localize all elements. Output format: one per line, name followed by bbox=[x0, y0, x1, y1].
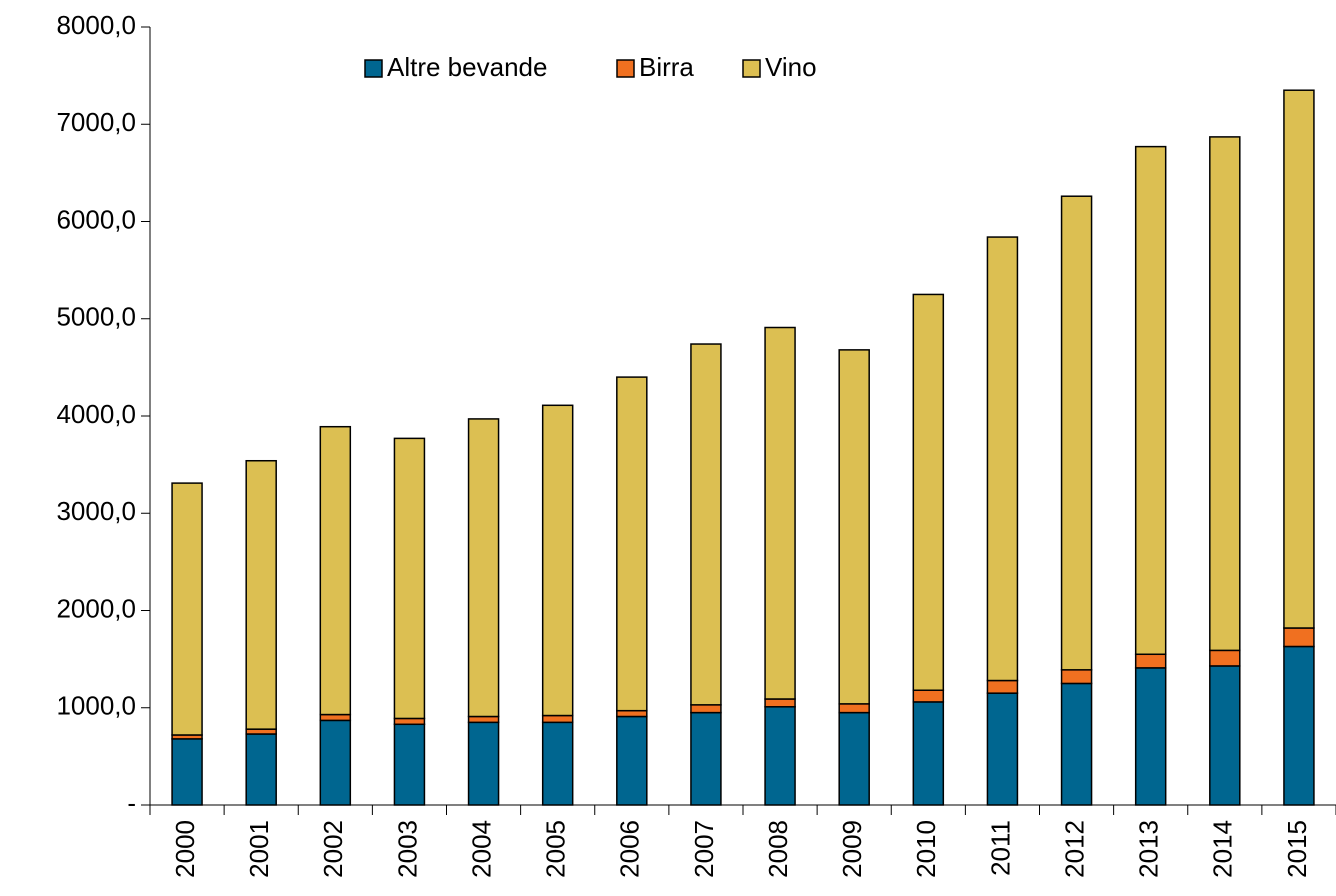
bar-segment bbox=[616, 709, 648, 718]
y-tick-label: 1000,0 bbox=[56, 691, 136, 721]
bar-segment bbox=[912, 293, 945, 691]
bar-segment bbox=[838, 711, 870, 806]
x-tick-label: 2013 bbox=[1134, 820, 1164, 878]
x-tick-label: 2014 bbox=[1208, 820, 1238, 878]
bar-segment bbox=[541, 404, 574, 717]
legend-label: Altre bevande bbox=[387, 52, 547, 82]
bar-segment bbox=[467, 418, 500, 718]
bar-segment bbox=[245, 459, 277, 730]
x-tick-label: 2001 bbox=[244, 820, 274, 878]
bar-segment bbox=[986, 679, 1019, 694]
y-tick-label: 3000,0 bbox=[56, 496, 136, 526]
bar-segment bbox=[393, 437, 426, 720]
y-tick-label: - bbox=[127, 788, 136, 818]
bar-segment bbox=[1060, 682, 1093, 806]
bar-segment bbox=[912, 689, 945, 703]
y-tick-label: 4000,0 bbox=[56, 399, 136, 429]
bar-segment bbox=[986, 236, 1019, 682]
x-tick-label: 2008 bbox=[763, 820, 793, 878]
bar-segment bbox=[393, 717, 426, 726]
bar-segment bbox=[171, 482, 203, 736]
x-tick-label: 2012 bbox=[1059, 820, 1089, 878]
x-tick-label: 2004 bbox=[466, 820, 496, 878]
x-tick-label: 2000 bbox=[170, 820, 200, 878]
bar-segment bbox=[838, 703, 870, 714]
bar-segment bbox=[616, 376, 648, 712]
bar-segment bbox=[1209, 665, 1241, 806]
bar-segment bbox=[393, 723, 426, 806]
bar-segment bbox=[690, 704, 722, 714]
bar-segment bbox=[245, 733, 277, 806]
bar-segment bbox=[319, 713, 352, 722]
bar-segment bbox=[1134, 667, 1167, 806]
x-tick-label: 2006 bbox=[615, 820, 645, 878]
bar-segment bbox=[541, 721, 574, 806]
bar-segment bbox=[1283, 89, 1315, 629]
bar-segment bbox=[690, 711, 722, 806]
bar-segment bbox=[764, 706, 796, 806]
bar-segment bbox=[616, 715, 648, 806]
y-tick-label: 2000,0 bbox=[56, 593, 136, 623]
legend-swatch bbox=[742, 59, 761, 78]
bar-segment bbox=[1209, 136, 1241, 652]
x-tick-label: 2002 bbox=[318, 820, 348, 878]
x-tick-label: 2005 bbox=[541, 820, 571, 878]
x-tick-label: 2011 bbox=[985, 820, 1015, 876]
bar-segment bbox=[1283, 627, 1315, 648]
x-tick-label: 2003 bbox=[392, 820, 422, 878]
bar-segment bbox=[838, 349, 870, 705]
bar-segment bbox=[1134, 653, 1167, 669]
bar-segment bbox=[912, 701, 945, 806]
bar-segment bbox=[1209, 649, 1241, 667]
bar-segment bbox=[764, 326, 796, 700]
x-tick-label: 2015 bbox=[1282, 820, 1312, 878]
bar-segment bbox=[467, 721, 500, 806]
y-tick-label: 7000,0 bbox=[56, 107, 136, 137]
x-tick-label: 2010 bbox=[911, 820, 941, 878]
bar-segment bbox=[319, 425, 352, 716]
y-tick-label: 6000,0 bbox=[56, 204, 136, 234]
bar-segment bbox=[1060, 669, 1093, 685]
bar-segment bbox=[541, 714, 574, 724]
y-tick-label: 8000,0 bbox=[56, 10, 136, 40]
legend-label: Birra bbox=[639, 52, 694, 82]
bar-segment bbox=[319, 719, 352, 806]
bar-segment bbox=[986, 692, 1019, 806]
legend-swatch bbox=[364, 59, 383, 78]
legend-swatch bbox=[616, 59, 635, 78]
bar-segment bbox=[467, 715, 500, 724]
x-tick-label: 2009 bbox=[837, 820, 867, 878]
legend-label: Vino bbox=[765, 52, 817, 82]
bar-segment bbox=[171, 738, 203, 806]
bar-segment bbox=[764, 698, 796, 708]
bar-segment bbox=[1283, 645, 1315, 806]
bar-segment bbox=[1060, 195, 1093, 671]
x-tick-label: 2007 bbox=[689, 820, 719, 878]
bar-segment bbox=[1134, 145, 1167, 656]
bar-segment bbox=[690, 343, 722, 706]
y-tick-label: 5000,0 bbox=[56, 302, 136, 332]
